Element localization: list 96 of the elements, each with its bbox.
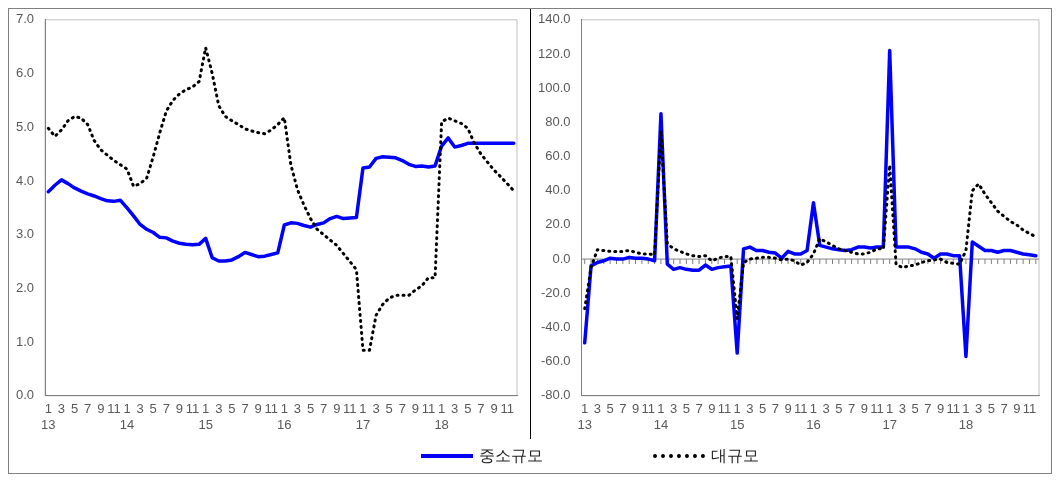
y-tick-label: 7.0	[15, 11, 35, 27]
y-tick-label: -20.0	[540, 284, 571, 300]
x-tick-label: 7	[847, 401, 855, 417]
y-tick-label: 3.0	[15, 226, 35, 242]
x-tick-label: 5	[910, 401, 919, 417]
y-tick-label: 2.0	[15, 279, 35, 295]
x-tick-label: 7	[241, 401, 249, 417]
x-tick-label: 9	[490, 401, 498, 417]
x-tick-label: 9	[860, 401, 868, 417]
x-tick-label: 1 18	[958, 401, 973, 432]
y-tick-label: 120.0	[537, 45, 571, 61]
x-tick-label: 5	[606, 401, 614, 417]
line-series	[582, 129, 1037, 321]
y-tick-label: 140.0	[537, 11, 571, 27]
x-tick-label: 9	[707, 401, 715, 417]
x-tick-label: 1 13	[41, 401, 56, 432]
x-tick-label: 3	[57, 401, 66, 417]
x-tick-label: 1 16	[805, 401, 821, 432]
x-tick-label: 5	[987, 401, 995, 417]
y-tick-label: 20.0	[544, 216, 571, 232]
x-tick-label: 1 14	[653, 401, 668, 432]
x-tick-label: 5	[70, 401, 79, 417]
x-tick-label: 11	[945, 401, 960, 417]
x-tick-label: 7	[771, 401, 779, 417]
y-tick-label: 40.0	[544, 182, 571, 198]
legend-label: 대규모	[711, 445, 759, 466]
y-tick-label: 60.0	[544, 148, 571, 164]
x-tick-label: 9	[254, 401, 262, 417]
x-tick-label: 9	[631, 401, 639, 417]
x-tick-label: 5	[149, 401, 157, 417]
x-tick-label: 1 15	[198, 401, 213, 432]
y-tick-label: -80.0	[540, 387, 571, 403]
x-tick-label: 7	[477, 401, 485, 417]
x-tick-label: 11	[793, 401, 807, 417]
x-tick-label: 5	[228, 401, 236, 417]
x-tick-label: 9	[97, 401, 105, 417]
x-tick-label: 9	[1012, 401, 1020, 417]
y-tick-label: -40.0	[540, 319, 571, 335]
x-tick-label: 11	[264, 401, 278, 417]
x-tick-label: 1 14	[119, 401, 135, 432]
x-tick-label: 3	[293, 401, 302, 417]
x-tick-label: 7	[84, 401, 92, 417]
y-tick-label: 6.0	[15, 65, 35, 81]
x-tick-label: 3	[372, 401, 380, 417]
y-tick-label: 1.0	[15, 333, 35, 349]
x-tick-label: 9	[175, 401, 184, 417]
x-tick-label: 5	[758, 401, 766, 417]
x-tick-label: 1 15	[729, 401, 744, 432]
x-tick-label: 3	[215, 401, 223, 417]
legend-label: 중소규모	[479, 445, 543, 466]
x-tick-label: 11	[500, 401, 514, 417]
x-tick-label: 3	[669, 401, 677, 417]
x-tick-label: 11	[107, 401, 121, 417]
x-tick-label: 5	[682, 401, 690, 417]
x-tick-label: 7	[923, 401, 931, 417]
x-tick-label: 1 13	[576, 401, 592, 432]
y-tick-label: 80.0	[544, 113, 571, 129]
x-tick-label: 3	[451, 401, 459, 417]
x-tick-label: 3	[898, 401, 906, 417]
x-tick-label: 3	[745, 401, 754, 417]
x-tick-label: 5	[306, 401, 315, 417]
y-tick-label: 0.0	[551, 250, 571, 266]
x-tick-label: 7	[618, 401, 626, 417]
x-tick-label: 5	[385, 401, 393, 417]
y-tick-label: 0.0	[15, 387, 35, 403]
x-tick-label: 5	[834, 401, 842, 417]
x-tick-label: 3	[974, 401, 982, 417]
x-tick-label: 7	[162, 401, 170, 417]
x-tick-label: 11	[717, 401, 731, 417]
x-tick-label: 9	[936, 401, 944, 417]
y-tick-label: 100.0	[537, 79, 571, 95]
x-tick-label: 1 17	[881, 401, 897, 432]
y-tick-label: 4.0	[15, 172, 35, 188]
line-series	[46, 46, 516, 352]
x-tick-label: 11	[421, 401, 436, 417]
x-tick-label: 11	[185, 401, 200, 417]
x-tick-label: 1 18	[434, 401, 449, 432]
x-tick-label: 11	[343, 401, 357, 417]
x-tick-label: 11	[641, 401, 655, 417]
x-tick-label: 3	[136, 401, 144, 417]
x-tick-label: 9	[411, 401, 420, 417]
x-tick-label: 3	[593, 401, 601, 417]
x-tick-label: 7	[694, 401, 703, 417]
x-tick-label: 1 16	[277, 401, 292, 432]
x-tick-label: 3	[822, 401, 830, 417]
x-tick-label: 7	[320, 401, 328, 417]
y-tick-label: 5.0	[15, 118, 35, 134]
x-tick-label: 7	[398, 401, 406, 417]
y-tick-label: -60.0	[540, 353, 571, 369]
x-tick-label: 11	[1022, 401, 1036, 417]
x-tick-label: 7	[999, 401, 1008, 417]
x-tick-label: 9	[783, 401, 792, 417]
x-tick-label: 1 17	[355, 401, 371, 432]
x-tick-label: 9	[333, 401, 341, 417]
x-tick-label: 5	[464, 401, 472, 417]
x-tick-label: 11	[869, 401, 884, 417]
